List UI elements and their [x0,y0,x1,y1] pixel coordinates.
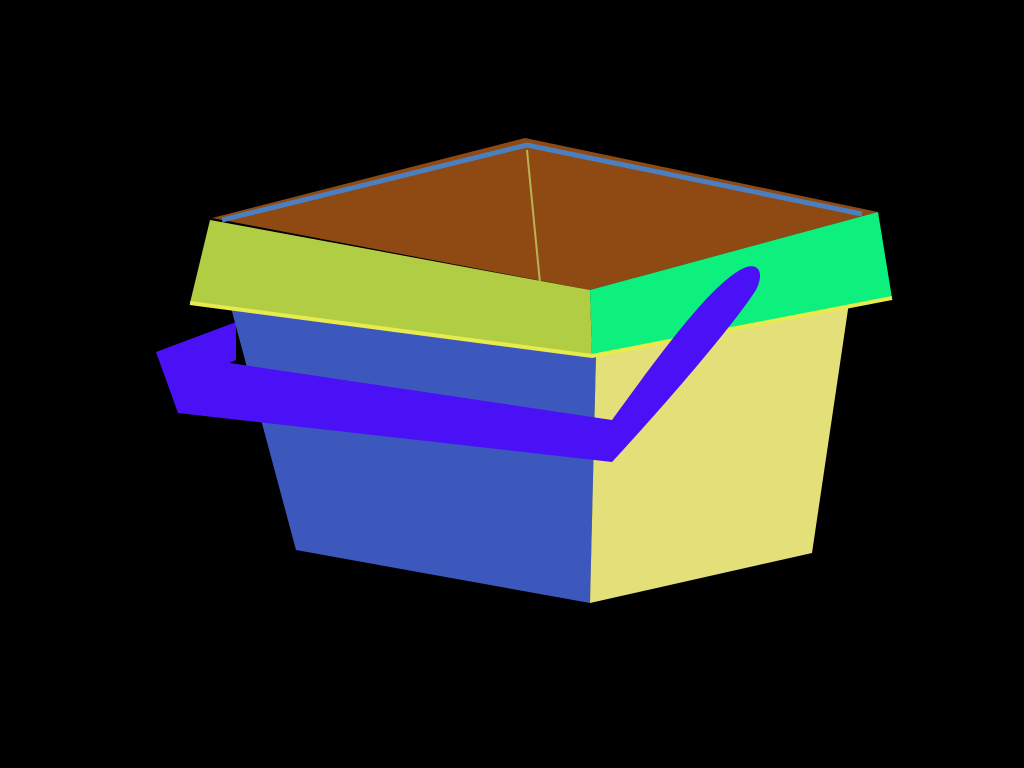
handle-front [178,266,761,462]
interior-seam [526,149,541,284]
rim-inner-edge [221,142,863,223]
basket-interior [212,138,878,290]
rim-front-face [190,220,592,356]
rim-edge-trim [189,296,893,359]
